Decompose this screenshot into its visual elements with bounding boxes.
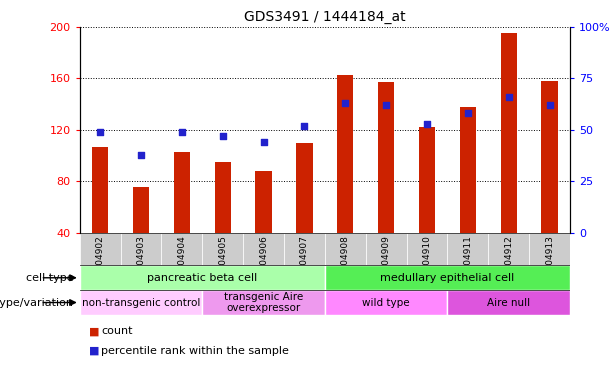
Bar bbox=[202, 290, 325, 315]
Text: medullary epithelial cell: medullary epithelial cell bbox=[380, 273, 515, 283]
Bar bbox=[92, 147, 109, 233]
Bar bbox=[325, 265, 570, 290]
Bar bbox=[460, 107, 476, 233]
Bar bbox=[378, 82, 394, 233]
Point bbox=[381, 102, 391, 108]
Point bbox=[504, 94, 514, 100]
Point bbox=[300, 123, 310, 129]
Text: Aire null: Aire null bbox=[487, 298, 530, 308]
Bar bbox=[121, 233, 161, 265]
Point bbox=[545, 102, 555, 108]
Bar bbox=[256, 171, 272, 233]
Bar bbox=[337, 74, 354, 233]
Text: wild type: wild type bbox=[362, 298, 410, 308]
Text: GSM304908: GSM304908 bbox=[341, 236, 350, 290]
Text: GSM304907: GSM304907 bbox=[300, 236, 309, 290]
Bar bbox=[161, 233, 202, 265]
Bar bbox=[541, 81, 558, 233]
Text: ■: ■ bbox=[89, 346, 99, 356]
Text: non-transgenic control: non-transgenic control bbox=[82, 298, 200, 308]
Bar bbox=[489, 233, 529, 265]
Bar bbox=[447, 233, 489, 265]
Bar bbox=[406, 233, 447, 265]
Point bbox=[95, 129, 105, 135]
Bar bbox=[296, 143, 313, 233]
Bar bbox=[501, 33, 517, 233]
Text: GSM304906: GSM304906 bbox=[259, 236, 268, 290]
Point bbox=[177, 129, 187, 135]
Text: GSM304904: GSM304904 bbox=[177, 236, 186, 290]
Text: percentile rank within the sample: percentile rank within the sample bbox=[101, 346, 289, 356]
Bar bbox=[80, 290, 202, 315]
Bar bbox=[80, 265, 325, 290]
Text: cell type: cell type bbox=[26, 273, 74, 283]
Text: ■: ■ bbox=[89, 326, 99, 336]
Text: GSM304903: GSM304903 bbox=[137, 236, 145, 290]
Text: GSM304912: GSM304912 bbox=[504, 236, 513, 290]
Bar bbox=[243, 233, 284, 265]
Text: GSM304911: GSM304911 bbox=[463, 236, 473, 290]
Bar bbox=[529, 233, 570, 265]
Bar bbox=[419, 127, 435, 233]
Bar bbox=[366, 233, 406, 265]
Bar bbox=[447, 290, 570, 315]
Text: pancreatic beta cell: pancreatic beta cell bbox=[147, 273, 257, 283]
Text: genotype/variation: genotype/variation bbox=[0, 298, 74, 308]
Bar bbox=[215, 162, 231, 233]
Title: GDS3491 / 1444184_at: GDS3491 / 1444184_at bbox=[244, 10, 406, 25]
Text: count: count bbox=[101, 326, 132, 336]
Bar bbox=[325, 233, 366, 265]
Point bbox=[340, 100, 350, 106]
Point bbox=[136, 152, 146, 158]
Bar bbox=[133, 187, 149, 233]
Bar bbox=[284, 233, 325, 265]
Text: GSM304905: GSM304905 bbox=[218, 236, 227, 290]
Bar bbox=[202, 233, 243, 265]
Point bbox=[218, 133, 227, 139]
Text: transgenic Aire
overexpressor: transgenic Aire overexpressor bbox=[224, 292, 303, 313]
Point bbox=[259, 139, 268, 146]
Text: GSM304909: GSM304909 bbox=[382, 236, 390, 290]
Point bbox=[422, 121, 432, 127]
Point bbox=[463, 110, 473, 116]
Text: GSM304902: GSM304902 bbox=[96, 236, 105, 290]
Text: GSM304910: GSM304910 bbox=[422, 236, 432, 290]
Bar bbox=[173, 152, 190, 233]
Bar bbox=[80, 233, 121, 265]
Text: GSM304913: GSM304913 bbox=[545, 236, 554, 290]
Bar bbox=[325, 290, 447, 315]
